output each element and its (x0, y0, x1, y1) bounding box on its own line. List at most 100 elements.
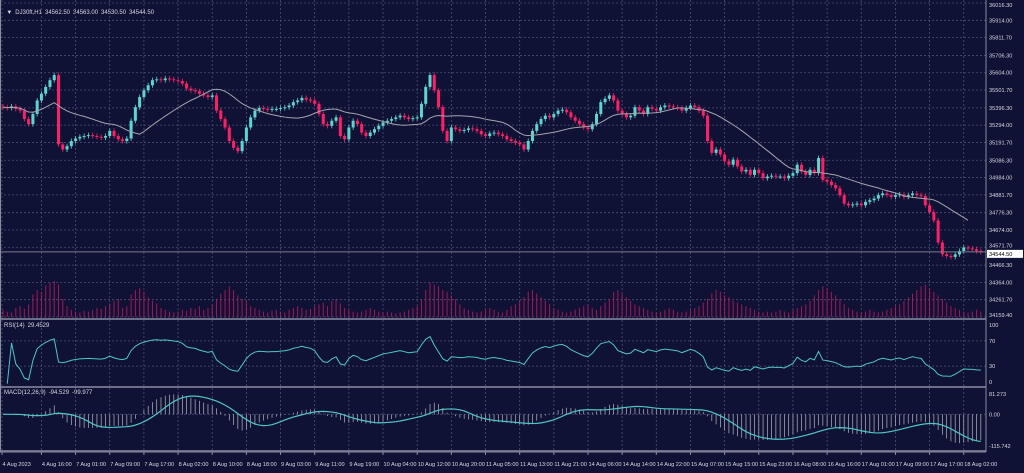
time-tick-label: 4 Aug 2023 (3, 462, 31, 468)
candle-bullish (296, 100, 300, 103)
macd-header: MACD(12,26,9) -94.529 -99.977 (4, 390, 95, 396)
time-tick-label: 10 Aug 04:00 (384, 462, 417, 468)
candle-bullish (244, 127, 248, 142)
time-tick-label: 16 Aug 16:00 (828, 462, 861, 468)
candle-bullish (415, 117, 419, 119)
candle-bearish (842, 195, 846, 204)
candle-bullish (150, 80, 154, 86)
candle-bullish (82, 135, 86, 137)
candle-bearish (697, 107, 701, 111)
price-tick-label: 35914.00 (989, 18, 1012, 24)
candle-bullish (65, 146, 69, 150)
candle-bearish (304, 97, 308, 100)
time-tick-label: 17 Aug 01:00 (862, 462, 895, 468)
candle-bullish (492, 132, 496, 134)
candle-bearish (671, 106, 675, 108)
candle-bullish (906, 195, 910, 197)
candle-bullish (103, 135, 107, 138)
candle-bearish (513, 141, 517, 143)
price-tick-label: 36016.30 (989, 3, 1012, 9)
candle-bearish (317, 103, 321, 114)
candle-bullish (368, 132, 372, 136)
candle-bearish (206, 95, 210, 98)
time-tick-label: 10 Aug 12:00 (418, 462, 451, 468)
time-tick-label: 9 Aug 19:00 (349, 462, 379, 468)
pane-separator (0, 450, 986, 452)
candle-bullish (155, 79, 159, 81)
time-tick-label: 16 Aug 08:00 (793, 462, 826, 468)
candle-bearish (612, 95, 616, 101)
candle-bearish (829, 181, 833, 186)
candle-bullish (876, 195, 880, 199)
time-tick-label: 11 Aug 13:00 (520, 462, 553, 468)
open-value: 34562.50 (44, 10, 71, 16)
candle-bullish (714, 149, 718, 153)
close-value: 34544.50 (129, 10, 155, 16)
candle-bullish (543, 115, 547, 120)
candle-bearish (624, 113, 628, 118)
candle-bearish (838, 188, 842, 196)
candle-bearish (928, 205, 932, 213)
candle-bearish (180, 81, 184, 84)
candle-bullish (372, 129, 376, 133)
candle-bullish (688, 105, 692, 109)
rsi-value: 29.4529 (27, 323, 50, 329)
macd-signal-value: -99.977 (72, 390, 93, 396)
candle-bearish (834, 185, 838, 189)
candle-bullish (78, 136, 82, 139)
candle-bullish (253, 110, 257, 118)
price-tick-label: 35604.00 (989, 71, 1012, 77)
macd-tick-label: 81.273 (989, 392, 1006, 398)
candle-bearish (454, 127, 458, 130)
rsi-tick-label: 0 (989, 380, 992, 386)
candle-bearish (509, 139, 513, 142)
candle-bullish (646, 107, 650, 114)
candle-bearish (18, 108, 22, 111)
candle-bearish (919, 195, 923, 197)
candle-bullish (851, 204, 855, 206)
candle-bearish (821, 157, 825, 180)
current-price-label: 34544.50 (989, 252, 1012, 258)
candle-bearish (774, 175, 778, 177)
candle-bearish (620, 110, 624, 114)
candle-bearish (159, 79, 163, 81)
candle-bearish (91, 135, 95, 137)
candle-bullish (424, 86, 428, 104)
candle-bearish (266, 108, 270, 110)
candle-bullish (35, 100, 39, 114)
candle-bullish (142, 90, 146, 98)
candle-bullish (795, 164, 799, 174)
candle-bullish (466, 128, 470, 131)
time-tick-label: 8 Aug 02:00 (179, 462, 209, 468)
candle-bearish (949, 256, 953, 258)
chart-header: ▼ DJ30ft,H1 34562.50 34563.00 34530.50 34544.… (3, 4, 157, 16)
price-tick-label: 35706.30 (989, 53, 1012, 59)
dropdown-arrow-icon[interactable]: ▼ (6, 10, 13, 16)
candle-bearish (185, 83, 189, 89)
moving-average-line (2, 88, 969, 221)
candle-bearish (168, 78, 172, 80)
candle-bullish (911, 193, 915, 196)
candle-bearish (27, 119, 31, 125)
candle-bearish (586, 127, 590, 130)
candle-bearish (885, 193, 889, 196)
candle-bearish (308, 99, 312, 101)
price-tick-label: 34571.70 (989, 243, 1012, 249)
candle-bearish (189, 88, 193, 91)
candle-bearish (343, 135, 347, 140)
time-tick-label: 9 Aug 03:00 (281, 462, 311, 468)
candle-bullish (300, 97, 304, 101)
candle-bullish (864, 201, 868, 206)
candle-bullish (787, 175, 791, 179)
candle-bullish (770, 175, 774, 177)
price-tick-label: 35086.30 (989, 158, 1012, 164)
candle-bullish (663, 105, 667, 108)
rsi-header: RSI(14) 29.4529 (4, 323, 52, 329)
candle-bullish (283, 107, 287, 109)
candle-bearish (1, 106, 5, 108)
candle-bullish (765, 176, 769, 179)
candle-bearish (518, 142, 522, 145)
candle-bearish (99, 136, 103, 138)
time-tick-label: 8 Aug 18:00 (247, 462, 277, 468)
